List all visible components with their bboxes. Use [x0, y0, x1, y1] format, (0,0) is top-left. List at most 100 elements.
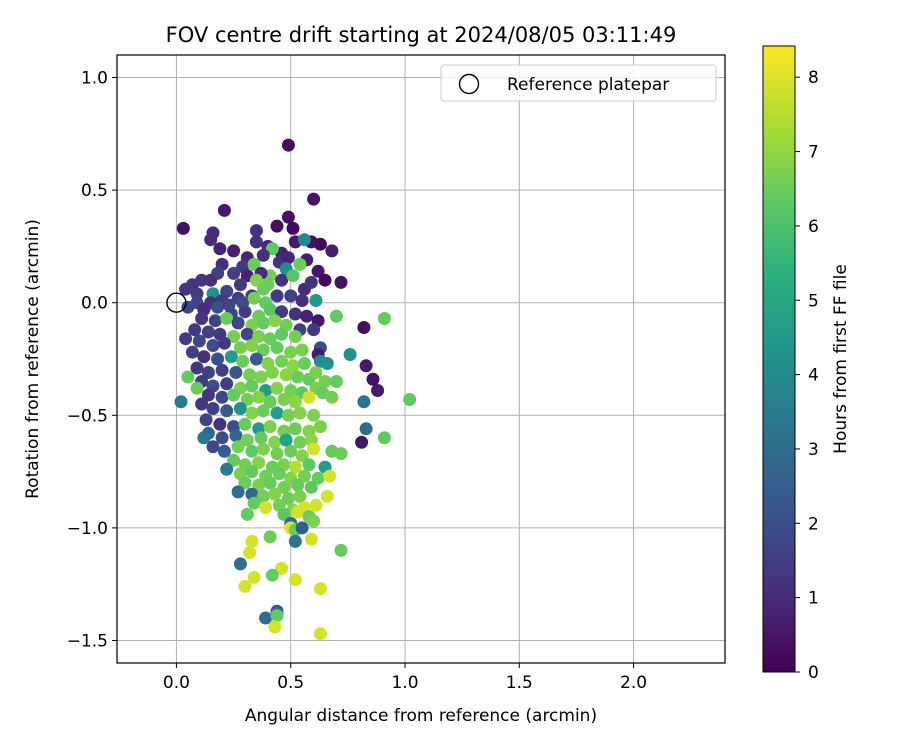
data-point — [307, 442, 321, 456]
data-point — [227, 330, 241, 343]
plot-frame — [116, 54, 726, 664]
data-point — [309, 366, 323, 379]
y-tick-label: −1.5 — [67, 631, 108, 651]
data-point — [243, 546, 257, 560]
data-point — [359, 359, 373, 373]
colorbar: 0 1 2 3 4 5 6 7 8 Hours from first FF file — [762, 45, 851, 683]
data-point — [270, 381, 284, 395]
data-point — [174, 395, 188, 409]
data-point — [252, 330, 266, 343]
data-point — [247, 291, 261, 305]
data-point — [313, 237, 327, 251]
data-point — [252, 478, 266, 492]
data-point — [270, 406, 284, 420]
data-point — [270, 289, 284, 303]
data-point — [284, 289, 298, 303]
data-point — [245, 534, 259, 548]
data-point — [281, 492, 295, 506]
y-tick-label: −1.0 — [67, 519, 108, 539]
data-point — [270, 219, 284, 233]
data-point — [240, 327, 254, 341]
data-point — [204, 273, 218, 287]
data-point — [275, 354, 289, 368]
data-point — [272, 467, 286, 481]
data-point — [277, 393, 291, 406]
data-point — [275, 327, 289, 341]
colorbar-tick-label: 2 — [808, 514, 819, 534]
data-point — [188, 323, 202, 337]
data-point — [185, 345, 199, 359]
data-point — [311, 264, 325, 278]
data-point — [190, 381, 204, 395]
data-point — [233, 402, 247, 415]
y-tick-label: −0.5 — [67, 406, 108, 426]
data-point — [211, 352, 225, 366]
data-point — [355, 435, 369, 449]
data-point — [288, 534, 302, 548]
data-point — [227, 244, 241, 258]
data-point — [259, 611, 273, 625]
data-point — [208, 314, 222, 328]
data-point — [268, 314, 282, 328]
data-point — [213, 242, 227, 256]
data-point — [238, 476, 252, 490]
data-point — [190, 361, 204, 375]
data-point — [249, 273, 263, 287]
data-point — [291, 478, 305, 492]
data-point — [275, 273, 289, 287]
y-tick-label: 0.0 — [81, 294, 108, 314]
data-point — [215, 431, 229, 445]
data-point — [293, 489, 307, 503]
colorbar-tick-label: 5 — [808, 291, 819, 311]
data-point — [268, 620, 282, 634]
y-ticks: −1.5 −1.0 −0.5 0.0 0.5 1.0 — [67, 69, 117, 651]
data-point — [323, 469, 337, 483]
data-point — [179, 332, 193, 346]
data-point — [195, 312, 209, 325]
legend-label-reference: Reference platepar — [507, 75, 669, 95]
data-point — [288, 460, 302, 474]
colorbar-tick-label: 4 — [808, 366, 819, 386]
data-point — [256, 489, 270, 503]
data-point — [263, 530, 277, 544]
legend-marker-reference — [458, 73, 480, 95]
data-point — [291, 505, 305, 519]
data-point — [302, 458, 316, 472]
data-point — [201, 388, 215, 402]
data-point — [259, 501, 273, 515]
data-point — [277, 507, 291, 521]
data-point — [275, 305, 289, 319]
data-point — [233, 341, 247, 355]
data-point — [201, 366, 215, 379]
data-point — [377, 312, 391, 325]
data-point — [252, 390, 266, 404]
data-point — [256, 282, 270, 296]
data-point — [318, 273, 332, 287]
colorbar-tick-label: 6 — [808, 217, 819, 237]
data-point — [329, 375, 343, 388]
data-point — [288, 573, 302, 587]
data-point — [238, 305, 252, 319]
data-point — [307, 323, 321, 337]
data-point — [268, 487, 282, 501]
data-point — [227, 453, 241, 467]
data-point — [288, 395, 302, 409]
data-point — [265, 242, 279, 256]
data-point — [297, 357, 311, 370]
data-point — [313, 420, 327, 434]
data-point — [281, 210, 295, 224]
data-point — [265, 366, 279, 379]
reference-platepar-marker — [166, 292, 187, 313]
data-point — [247, 570, 261, 584]
data-point — [233, 278, 247, 292]
data-point — [371, 384, 385, 397]
colorbar-ticks: 0 1 2 3 4 5 6 7 8 — [795, 68, 819, 683]
data-point — [281, 138, 295, 152]
data-point — [286, 359, 300, 373]
data-point — [297, 233, 311, 247]
data-point — [217, 203, 231, 217]
data-point — [256, 442, 270, 456]
data-point — [284, 384, 298, 397]
data-point — [318, 375, 332, 388]
